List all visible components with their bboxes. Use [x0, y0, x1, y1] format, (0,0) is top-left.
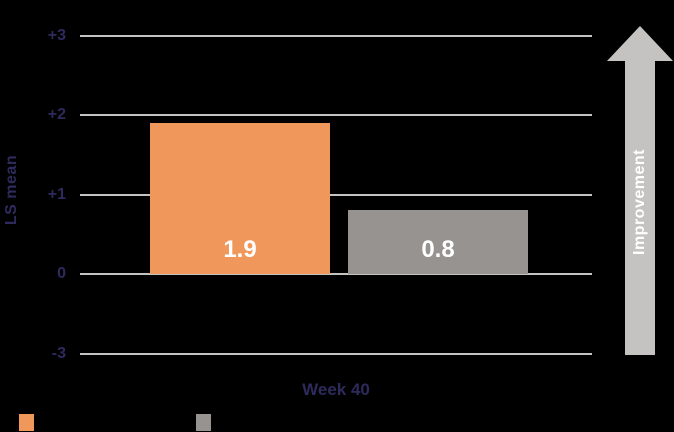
ytick-zero: 0 [57, 265, 66, 282]
gridline-plus1 [80, 194, 592, 196]
legend-swatch-orange [19, 414, 34, 431]
gridline-plus3 [80, 35, 592, 37]
bar-value-label: 0.8 [421, 236, 455, 263]
y-axis-title: LS mean [3, 154, 20, 226]
improvement-arrow-head-icon [607, 26, 673, 61]
bar-value-label: 1.9 [223, 236, 257, 263]
gridline-plus2 [80, 114, 592, 116]
gridline-minus3 [80, 353, 592, 355]
improvement-label: Improvement [631, 148, 648, 255]
improvement-arrow-shaft: Improvement [625, 60, 655, 355]
ytick-plus1: +1 [47, 186, 66, 203]
gridline-zero [80, 273, 592, 275]
ytick-plus3: +3 [47, 27, 66, 44]
bar-gray: 0.8 [348, 210, 528, 274]
ytick-plus2: +2 [47, 106, 66, 123]
x-axis-label: Week 40 [302, 380, 370, 399]
bar-orange: 1.9 [150, 123, 330, 274]
legend-swatch-gray [196, 414, 211, 431]
ytick-minus3: -3 [51, 345, 66, 362]
